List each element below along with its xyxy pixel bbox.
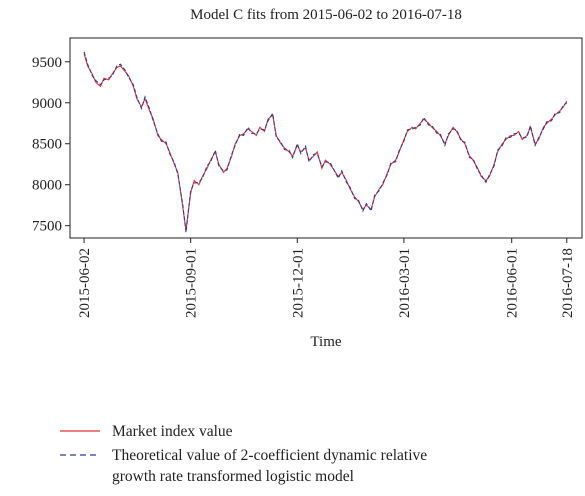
x-tick-label: 2015-06-02 <box>77 248 93 318</box>
legend: Market index value Theoretical value of 2… <box>60 421 460 490</box>
data-line <box>83 51 568 233</box>
y-tick-label: 8500 <box>32 137 62 153</box>
chart-title: Model C fits from 2015-06-02 to 2016-07-… <box>190 7 462 23</box>
data-line <box>83 53 568 230</box>
x-axis-label: Time <box>310 334 341 350</box>
chart: Model C fits from 2015-06-02 to 2016-07-… <box>32 7 583 350</box>
x-tick-label: 2015-12-01 <box>290 248 306 318</box>
x-tick-label: 2016-07-18 <box>560 248 576 318</box>
x-tick-label: 2015-09-01 <box>184 248 200 318</box>
legend-entry: Theoretical value of 2-coefficient dynam… <box>60 445 460 487</box>
legend-label: Theoretical value of 2-coefficient dynam… <box>112 447 428 485</box>
legend-swatch <box>60 430 100 432</box>
legend-swatch <box>60 454 100 456</box>
y-tick-label: 8000 <box>32 178 62 194</box>
x-tick-label: 2016-03-01 <box>397 248 413 318</box>
legend-label: Market index value <box>112 423 233 440</box>
y-tick-label: 9000 <box>32 96 62 112</box>
y-tick-label: 7500 <box>32 219 62 235</box>
x-tick-label: 2016-06-01 <box>505 248 521 318</box>
plot-frame <box>69 37 583 239</box>
legend-entry: Market index value <box>60 421 460 442</box>
y-tick-label: 9500 <box>32 55 62 71</box>
